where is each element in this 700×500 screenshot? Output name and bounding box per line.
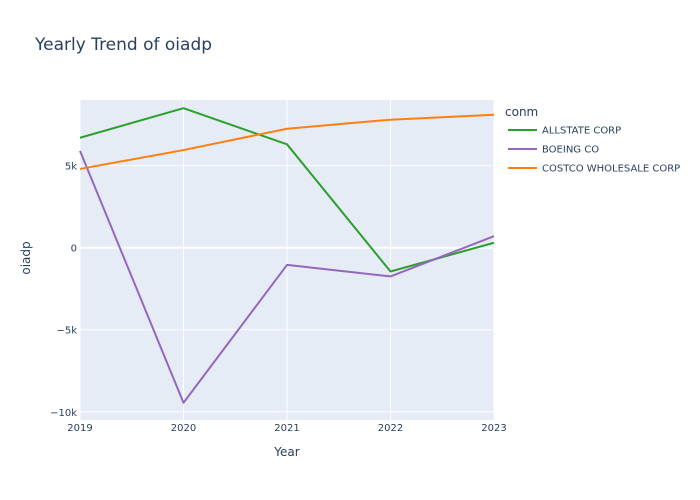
series-line[interactable] [79,150,495,404]
y-tick-labels: −10k −5k 0 5k [50,162,77,419]
x-tick-label: 2020 [171,423,196,434]
legend[interactable]: conm ALLSTATE CORP BOEING CO COSTCO WHOLES… [505,105,680,175]
series-line[interactable] [79,107,495,273]
series-lines [79,107,495,404]
legend-label: COSTCO WHOLESALE CORP [542,164,680,175]
x-tick-label: 2021 [274,423,299,434]
legend-label: ALLSTATE CORP [542,126,621,137]
y-axis-title: oiadp [19,241,33,274]
x-axis-title: Year [273,445,299,459]
x-tick-label: 2023 [481,423,506,434]
series-line[interactable] [79,113,495,170]
chart-title: Yearly Trend of oiadp [34,35,212,55]
x-tick-label: 2022 [378,423,403,434]
legend-item[interactable]: COSTCO WHOLESALE CORP [508,164,680,175]
legend-title: conm [505,105,538,119]
grid-lines [79,100,495,420]
y-tick-label: −10k [50,408,77,419]
y-tick-label: 0 [71,244,77,255]
legend-item[interactable]: ALLSTATE CORP [508,126,621,137]
y-tick-label: 5k [65,162,77,173]
legend-item[interactable]: BOEING CO [508,145,599,156]
y-tick-label: −5k [56,326,77,337]
x-tick-labels: 2019 2020 2021 2022 2023 [67,423,506,434]
x-tick-label: 2019 [67,423,92,434]
legend-label: BOEING CO [542,145,599,156]
